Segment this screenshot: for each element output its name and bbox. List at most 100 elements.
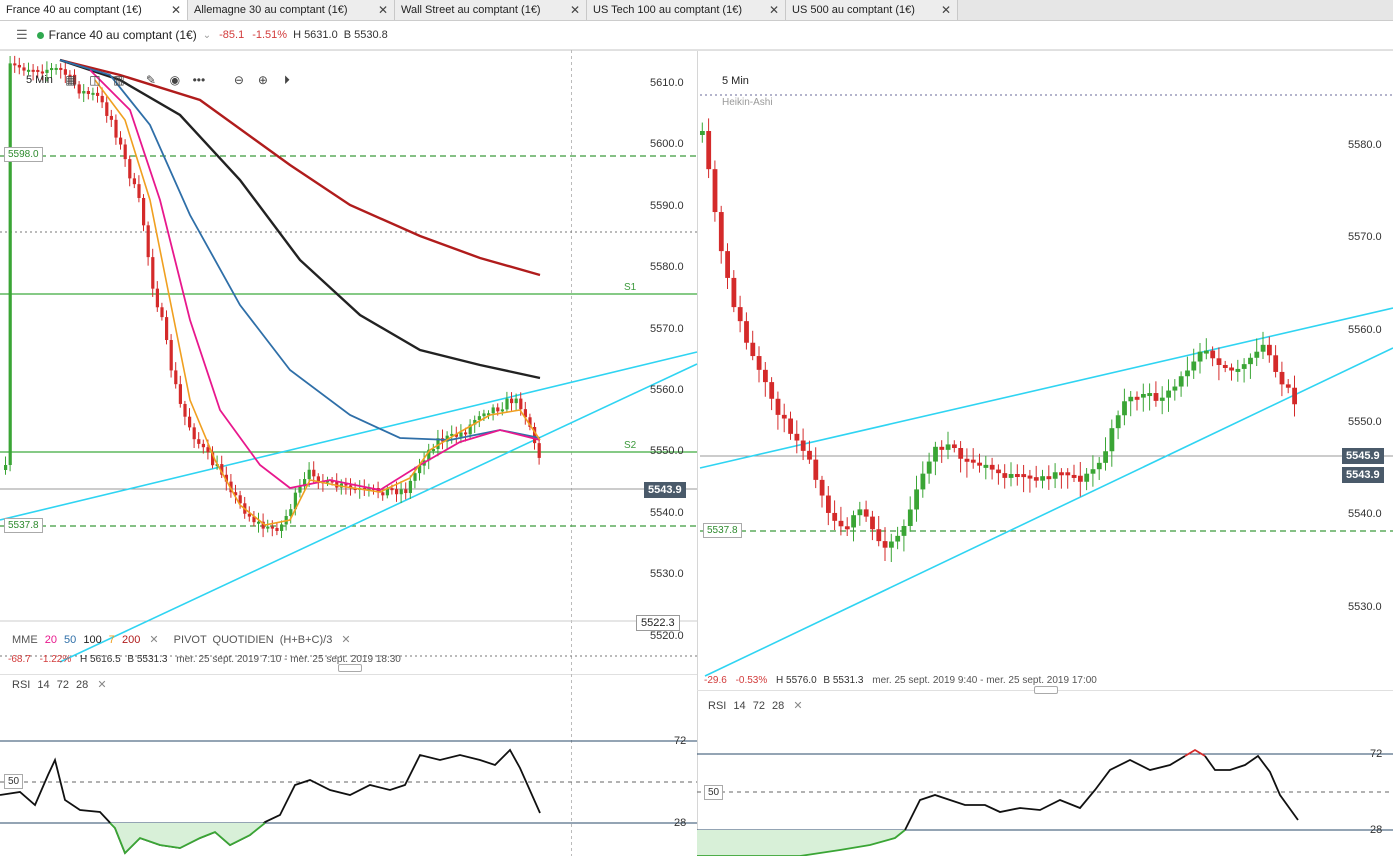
candle: [763, 369, 768, 383]
close-icon[interactable]: ✕: [768, 3, 779, 17]
candle: [756, 356, 762, 370]
candle: [1015, 474, 1020, 478]
candle: [706, 131, 712, 170]
instrument-name[interactable]: France 40 au comptant (1€): [48, 28, 197, 42]
candle: [1222, 364, 1228, 368]
candle: [1216, 358, 1222, 365]
mme-200: 200: [121, 634, 141, 646]
close-icon[interactable]: ✕: [170, 3, 181, 17]
right-chart-style: Heikin-Ashi: [722, 97, 773, 108]
candle: [1128, 396, 1134, 402]
pencil-icon[interactable]: ✎: [145, 73, 156, 87]
candle: [197, 439, 201, 444]
candle: [1122, 401, 1127, 416]
candle: [533, 426, 537, 444]
candle: [151, 257, 155, 289]
candle: [1147, 393, 1153, 397]
zoom-in-icon[interactable]: ⊕: [257, 73, 268, 87]
y-tick-label: 5600.0: [650, 138, 684, 151]
tab-us-500[interactable]: US 500 au comptant (1€) ✕: [786, 0, 958, 20]
rsi-label: RSI: [12, 679, 31, 691]
candle: [514, 398, 518, 404]
candle: [146, 225, 150, 258]
timeframe-selector[interactable]: 5 Min: [26, 74, 53, 86]
candle: [477, 416, 481, 420]
pivot-s1-label: S1: [624, 282, 637, 293]
candle: [700, 131, 705, 135]
menu-icon[interactable]: ☰: [16, 27, 28, 42]
pane-resize-handle[interactable]: [1034, 686, 1058, 694]
low-value: B 5530.8: [343, 29, 388, 41]
pane-resize-handle[interactable]: [338, 664, 362, 672]
candle: [1153, 393, 1159, 401]
more-icon[interactable]: •••: [192, 73, 206, 87]
candle: [220, 464, 224, 475]
tab-wall-street[interactable]: Wall Street au comptant (1€) ✕: [395, 0, 587, 20]
candle: [1248, 357, 1253, 365]
eye-icon[interactable]: ◉: [169, 73, 181, 87]
candle: [1134, 396, 1140, 400]
y-tick-label: 5580.0: [650, 261, 684, 274]
y-tick-label: 5530.0: [650, 568, 684, 581]
right-timeframe[interactable]: 5 Min: [722, 75, 749, 87]
candle: [105, 102, 109, 116]
price-tag-2: 5543.9: [1342, 467, 1384, 483]
close-icon[interactable]: ✕: [341, 634, 351, 646]
market-open-indicator: [36, 31, 44, 39]
candle: [1071, 474, 1077, 478]
candle: [1166, 390, 1171, 398]
stat-low: B 5531.3: [127, 654, 168, 665]
candle: [1002, 473, 1008, 478]
candle: [261, 521, 265, 529]
candle: [123, 144, 127, 160]
tab-us-tech-100[interactable]: US Tech 100 au comptant (1€) ✕: [587, 0, 786, 20]
rsi-line: [1204, 754, 1299, 821]
candle: [293, 492, 297, 510]
trend-line: [59, 363, 698, 663]
candle: [775, 398, 781, 415]
candle: [1078, 475, 1083, 482]
change-percent: -1.51%: [252, 29, 288, 41]
rsi-param: 28: [76, 679, 89, 691]
candle: [1084, 473, 1090, 482]
rsi-lower-label: 28: [674, 817, 687, 829]
mme-20: 20: [44, 634, 57, 646]
tab-france-40[interactable]: France 40 au comptant (1€) ✕: [0, 0, 188, 20]
y-tick-label: 5550.0: [1348, 415, 1382, 428]
y-tick-label: 5590.0: [650, 199, 684, 212]
tab-label: France 40 au comptant (1€): [6, 4, 142, 16]
chart-type-icon[interactable]: ▦: [65, 73, 77, 87]
candle: [857, 509, 863, 516]
candle: [436, 438, 440, 450]
close-icon[interactable]: ✕: [940, 3, 951, 17]
close-icon[interactable]: ✕: [793, 700, 803, 712]
candle: [431, 449, 435, 452]
close-icon[interactable]: ✕: [97, 679, 107, 691]
indicators-icon[interactable]: ▥: [113, 73, 125, 87]
candle: [8, 63, 12, 466]
y-tick-label: 5540.0: [650, 506, 684, 519]
y-tick-label: 5530.0: [1348, 600, 1382, 613]
close-icon[interactable]: ✕: [377, 3, 388, 17]
close-icon[interactable]: ✕: [149, 634, 159, 646]
candle: [413, 473, 417, 481]
candle: [68, 74, 72, 77]
rsi-line: [0, 748, 541, 855]
rsi-oversold-line: [697, 829, 906, 856]
candle: [1267, 344, 1272, 356]
candle: [964, 458, 970, 462]
tab-allemagne-30[interactable]: Allemagne 30 au comptant (1€) ✕: [188, 0, 395, 20]
candle: [27, 69, 31, 72]
candle: [1096, 462, 1102, 470]
tab-label: Allemagne 30 au comptant (1€): [194, 4, 348, 16]
chevron-down-icon[interactable]: ⌄: [202, 29, 212, 41]
layout-icon[interactable]: ◫: [89, 73, 101, 87]
close-icon[interactable]: ✕: [569, 3, 580, 17]
candle: [1046, 476, 1052, 480]
candle: [1052, 472, 1058, 479]
candle: [1065, 472, 1071, 476]
zoom-out-icon[interactable]: ⊖: [233, 73, 244, 87]
scroll-end-icon[interactable]: ⏵: [283, 72, 290, 87]
candle: [926, 461, 932, 474]
